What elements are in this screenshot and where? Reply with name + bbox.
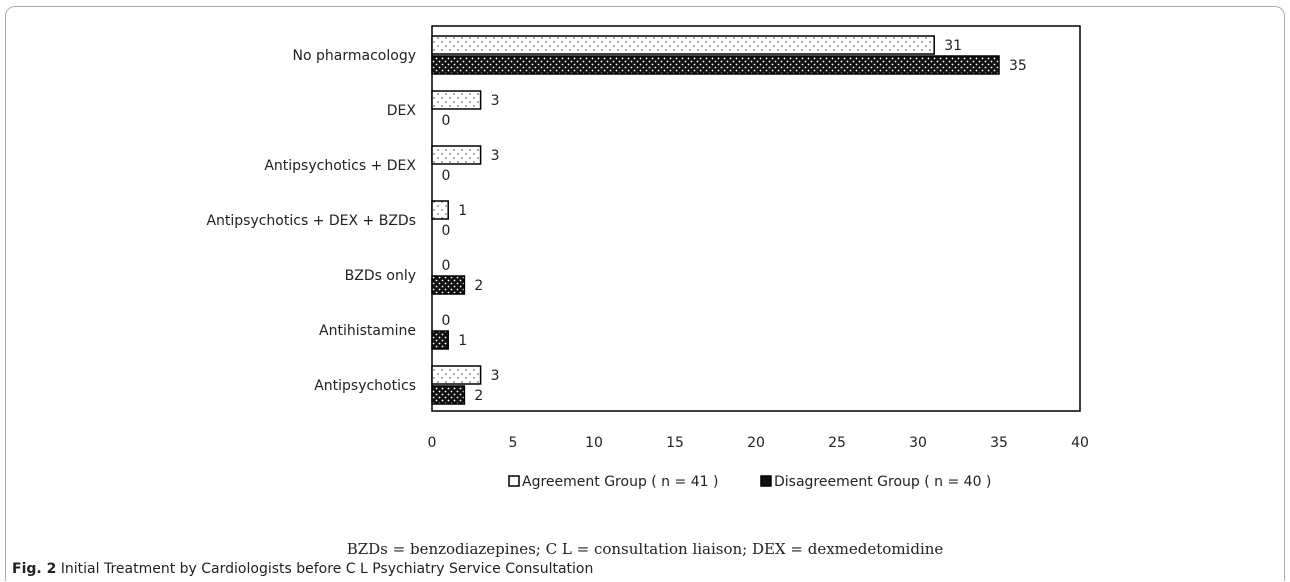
value-label-disagreement-antipsychotics-dex-bzds: 0 [442, 223, 451, 239]
category-label-antipsychotics-dex: Antipsychotics + DEX [264, 158, 416, 174]
value-label-agreement-antipsychotics-dex: 3 [491, 148, 500, 164]
value-label-agreement-antipsychotics: 3 [491, 368, 500, 384]
bar-agreement-antipsychotics-dex [431, 145, 482, 165]
category-label-no-pharmacology: No pharmacology [293, 48, 416, 64]
x-tick-label-40: 40 [1071, 435, 1089, 451]
bar-agreement-no-pharmacology [431, 35, 935, 55]
x-tick-label-35: 35 [990, 435, 1008, 451]
bar-agreement-antipsychotics [431, 365, 482, 385]
figure-caption: Fig. 2 Initial Treatment by Cardiologist… [12, 561, 593, 577]
bar-agreement-antipsychotics-dex-bzds [431, 200, 449, 220]
legend-label-agreement: Agreement Group ( n = 41 ) [522, 474, 718, 490]
category-label-bzds-only: BZDs only [345, 268, 416, 284]
category-label-antihistamine: Antihistamine [319, 323, 416, 339]
value-label-agreement-antihistamine: 0 [442, 313, 451, 329]
value-label-disagreement-bzds-only: 2 [474, 278, 483, 294]
bar-chart: No pharmacology DEX Antipsychotics + DEX An… [206, 25, 1089, 490]
value-label-disagreement-no-pharmacology: 35 [1009, 58, 1027, 74]
x-tick-label-20: 20 [747, 435, 765, 451]
bar-agreement-dex [431, 90, 482, 110]
value-label-disagreement-antipsychotics-dex: 0 [442, 168, 451, 184]
category-label-antipsychotics: Antipsychotics [314, 378, 416, 394]
plot-area-border [431, 25, 1081, 412]
value-label-agreement-no-pharmacology: 31 [944, 38, 962, 54]
bar-disagreement-bzds-only [431, 275, 466, 295]
category-label-antipsychotics-dex-bzds: Antipsychotics + DEX + BZDs [206, 213, 416, 229]
bar-disagreement-antihistamine [431, 330, 449, 350]
figure-footnote: BZDs = benzodiazepines; C L = consultati… [346, 540, 944, 558]
legend-label-disagreement: Disagreement Group ( n = 40 ) [774, 474, 991, 490]
category-label-dex: DEX [387, 103, 417, 119]
bar-disagreement-no-pharmacology [431, 55, 1000, 75]
x-tick-label-10: 10 [585, 435, 603, 451]
legend-swatch-agreement [508, 475, 520, 487]
x-tick-label-25: 25 [828, 435, 846, 451]
x-tick-label-30: 30 [909, 435, 927, 451]
value-label-disagreement-antipsychotics: 2 [474, 388, 483, 404]
value-label-agreement-dex: 3 [491, 93, 500, 109]
x-tick-label-0: 0 [428, 435, 437, 451]
x-tick-label-5: 5 [509, 435, 518, 451]
value-label-agreement-antipsychotics-dex-bzds: 1 [458, 203, 467, 219]
caption-label: Fig. 2 [12, 561, 57, 577]
bar-disagreement-antipsychotics [431, 385, 466, 405]
caption-text: Initial Treatment by Cardiologists befor… [60, 561, 594, 577]
value-label-agreement-bzds-only: 0 [442, 258, 451, 274]
value-label-disagreement-dex: 0 [442, 113, 451, 129]
value-label-disagreement-antihistamine: 1 [458, 333, 467, 349]
x-tick-label-15: 15 [666, 435, 684, 451]
figure-frame [5, 6, 1285, 581]
legend-swatch-disagreement [760, 475, 772, 487]
